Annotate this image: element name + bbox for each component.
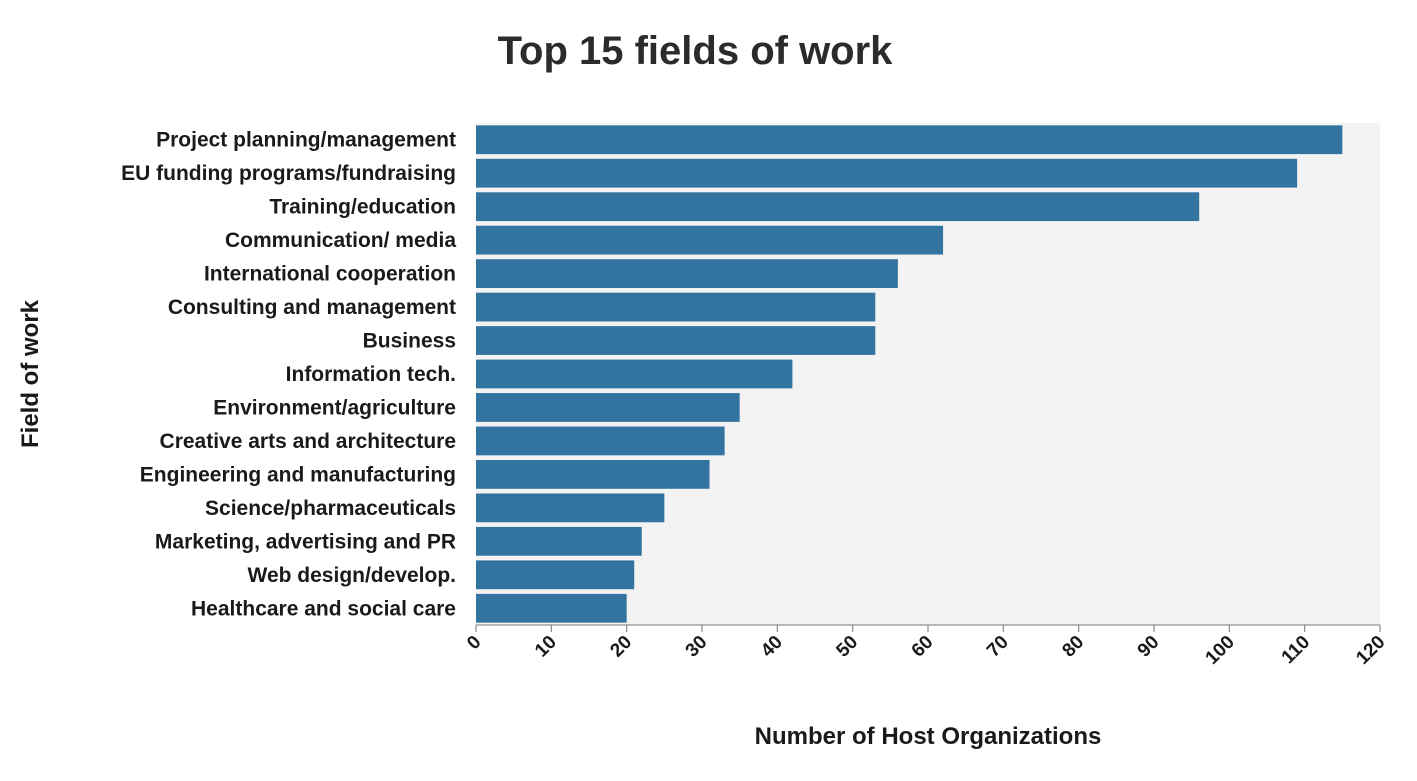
bar <box>476 460 710 489</box>
bar <box>476 426 725 456</box>
x-tick-label: 70 <box>983 632 1013 662</box>
bars-group <box>476 125 1343 623</box>
x-axis: 0 10 20 30 40 50 60 70 80 90 100 110 120 <box>463 624 1390 669</box>
y-axis-title: Field of work <box>17 299 44 448</box>
category-label: Communication/ media <box>225 229 456 252</box>
bar <box>476 259 898 288</box>
bar <box>476 593 627 623</box>
x-tick-label: 10 <box>531 632 561 662</box>
category-label: Healthcare and social care <box>191 597 456 620</box>
x-tick-label: 90 <box>1134 632 1164 662</box>
category-label: Information tech. <box>286 363 456 386</box>
bar <box>476 493 665 523</box>
x-tick-label: 80 <box>1058 632 1088 662</box>
bar <box>476 526 642 556</box>
bar <box>476 225 944 255</box>
x-tick-label: 120 <box>1352 632 1389 669</box>
category-label: Science/pharmaceuticals <box>205 497 456 520</box>
category-label: Web design/develop. <box>248 564 456 587</box>
x-tick-label: 40 <box>757 632 787 662</box>
category-label: Marketing, advertising and PR <box>155 530 456 553</box>
bar <box>476 158 1298 188</box>
bar <box>476 560 635 590</box>
x-tick-label: 0 <box>463 632 485 654</box>
x-tick-label: 60 <box>908 632 938 662</box>
x-tick-label: 110 <box>1278 632 1315 669</box>
bar <box>476 326 876 355</box>
x-axis-title: Number of Host Organizations <box>755 723 1102 750</box>
x-tick-label: 100 <box>1202 632 1239 669</box>
category-labels-group: Project planning/management EU funding pr… <box>121 129 456 621</box>
bar <box>476 292 876 322</box>
bar <box>476 125 1343 155</box>
x-tick-label: 30 <box>682 632 712 662</box>
bar <box>476 192 1200 222</box>
chart-title: Top 15 fields of work <box>498 29 894 73</box>
category-label: Project planning/management <box>156 129 456 152</box>
x-tick-label: 20 <box>606 632 636 662</box>
bar <box>476 359 793 389</box>
category-label: Environment/agriculture <box>213 396 456 419</box>
x-tick-label: 50 <box>832 632 862 662</box>
category-label: Consulting and management <box>168 296 456 319</box>
category-label: Training/education <box>269 196 456 219</box>
bar <box>476 393 740 422</box>
category-label: EU funding programs/fundraising <box>121 162 456 185</box>
category-label: Creative arts and architecture <box>160 430 456 453</box>
category-label: Business <box>363 330 456 353</box>
category-label: International cooperation <box>204 263 456 286</box>
category-label: Engineering and manufacturing <box>140 463 456 486</box>
